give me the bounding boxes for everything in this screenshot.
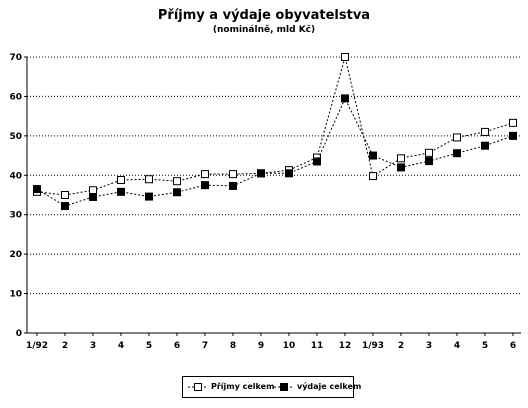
x-tick-label-7: 8: [230, 341, 236, 351]
point-vydaje-11: [341, 94, 349, 103]
point-prijmy-5: [173, 177, 181, 186]
legend-label-prijmy: Příjmy celkem: [211, 382, 275, 391]
legend-item-prijmy: Příjmy celkem: [187, 377, 275, 397]
chart-title: Příjmy a výdaje obyvatelstva: [157, 8, 371, 23]
point-vydaje-4: [145, 192, 153, 201]
point-prijmy-4: [145, 175, 153, 184]
point-prijmy-13: [397, 154, 405, 163]
point-prijmy-16: [481, 127, 489, 136]
x-tick-label-5: 6: [174, 341, 180, 351]
point-vydaje-8: [257, 169, 265, 178]
chart-subtitle: (nominálně, mld Kč): [212, 25, 316, 35]
x-tick-label-15: 4: [454, 341, 460, 351]
point-vydaje-10: [313, 157, 321, 166]
chart-legend: Příjmy celkem výdaje celkem: [182, 376, 361, 398]
legend-marker-filled-square: [274, 383, 294, 391]
point-vydaje-0: [33, 185, 41, 194]
point-vydaje-6: [201, 181, 209, 190]
point-prijmy-15: [453, 133, 461, 142]
point-vydaje-12: [369, 151, 377, 160]
x-tick-label-4: 5: [146, 341, 152, 351]
x-tick-label-11: 12: [339, 341, 352, 351]
point-prijmy-3: [117, 176, 125, 185]
y-tick-label-60: 60: [9, 92, 22, 102]
legend-item-vydaje: výdaje celkem: [273, 377, 361, 397]
x-tick-label-6: 7: [202, 341, 208, 351]
point-vydaje-15: [453, 149, 461, 158]
y-tick-label-70: 70: [9, 53, 22, 63]
x-tick-label-1: 2: [62, 341, 68, 351]
point-vydaje-13: [397, 163, 405, 172]
point-prijmy-17: [509, 118, 517, 127]
point-vydaje-2: [89, 192, 97, 201]
point-prijmy-7: [229, 170, 237, 179]
series-line-0: [36, 56, 514, 196]
point-vydaje-9: [285, 169, 293, 178]
y-tick-label-10: 10: [9, 290, 22, 300]
x-tick-label-16: 5: [482, 341, 488, 351]
x-tick-label-13: 2: [398, 341, 404, 351]
point-prijmy-12: [369, 172, 377, 181]
x-tick-label-17: 6: [510, 341, 516, 351]
point-vydaje-17: [509, 131, 517, 140]
point-prijmy-1: [61, 191, 69, 199]
x-tick-label-2: 3: [90, 341, 96, 351]
x-tick-label-3: 4: [118, 341, 124, 351]
x-tick-label-10: 11: [311, 341, 324, 351]
x-tick-label-9: 10: [283, 341, 296, 351]
y-tick-label-30: 30: [9, 211, 22, 221]
x-tick-label-12: 1/93: [362, 341, 384, 351]
point-prijmy-14: [425, 148, 433, 157]
point-vydaje-5: [173, 188, 181, 197]
y-tick-label-20: 20: [9, 250, 22, 260]
point-vydaje-3: [117, 187, 125, 196]
y-tick-label-40: 40: [9, 171, 22, 181]
point-prijmy-6: [201, 170, 209, 179]
point-prijmy-2: [89, 186, 97, 195]
legend-marker-open-square: [188, 383, 208, 391]
series-line-1: [36, 97, 514, 207]
x-tick-label-14: 3: [426, 341, 432, 351]
point-vydaje-7: [229, 181, 237, 190]
point-vydaje-14: [425, 157, 433, 166]
legend-label-vydaje: výdaje celkem: [297, 382, 362, 391]
x-tick-label-0: 1/92: [26, 341, 48, 351]
y-tick-label-50: 50: [9, 132, 22, 142]
x-tick-label-8: 9: [258, 341, 264, 351]
point-prijmy-11: [341, 53, 349, 61]
point-vydaje-1: [61, 202, 69, 211]
point-vydaje-16: [481, 141, 489, 150]
y-tick-label-0: 0: [16, 329, 22, 339]
